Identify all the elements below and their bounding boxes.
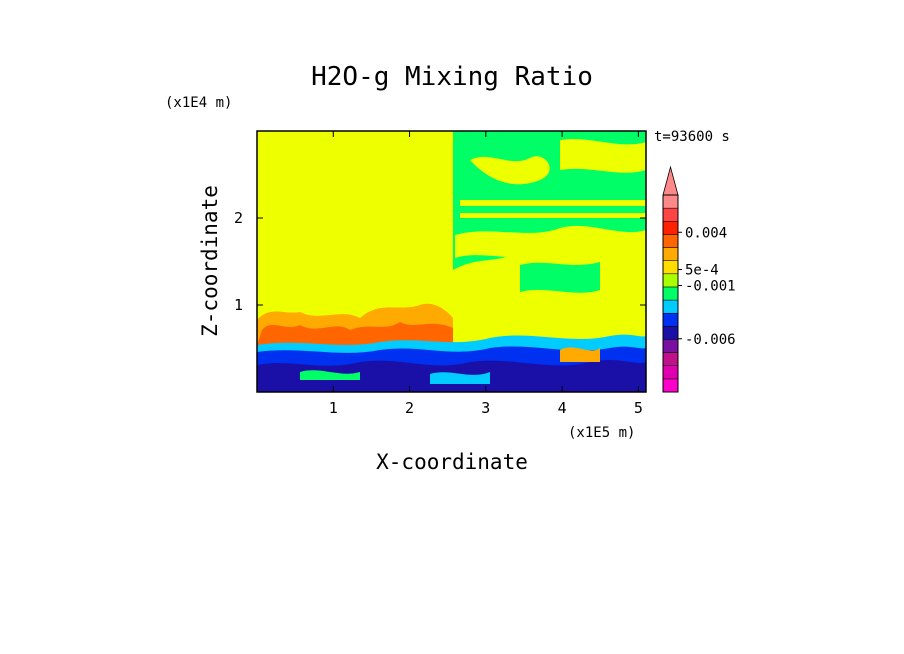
x-tick-label: 1 xyxy=(329,399,338,417)
colorbar-frame xyxy=(662,194,679,393)
colorbar-swatch xyxy=(662,339,679,353)
chart-title: H2O-g Mixing Ratio xyxy=(311,62,593,92)
colorbar-swatch xyxy=(662,247,679,261)
colorbar-swatch xyxy=(662,352,679,366)
colorbar-swatch xyxy=(662,378,679,393)
x-axis-label: X-coordinate xyxy=(376,450,528,474)
time-label: t=93600 s xyxy=(654,129,730,145)
colorbar-swatch xyxy=(662,221,679,235)
colorbar-swatch xyxy=(662,299,679,314)
colorbar-swatch xyxy=(662,273,679,288)
colorbar-swatch xyxy=(662,207,679,222)
colorbar-swatch xyxy=(662,365,679,380)
colorbar-swatch xyxy=(662,260,679,275)
colorbar-tick-label: 5e-4 xyxy=(685,263,719,279)
colorbar-swatch xyxy=(662,312,679,327)
x-unit-label: (x1E5 m) xyxy=(568,425,635,441)
x-tick-label: 2 xyxy=(405,399,414,417)
x-tick-label: 4 xyxy=(558,399,567,417)
y-unit-label: (x1E4 m) xyxy=(165,95,232,111)
y-tick-label: 1 xyxy=(234,296,243,314)
colorbar-tick-label: -0.001 xyxy=(685,279,736,295)
field-heatmap xyxy=(257,131,646,392)
colorbar-swatch xyxy=(662,286,679,301)
colorbar-tick-label: 0.004 xyxy=(685,225,727,241)
colorbar-swatch xyxy=(662,194,679,209)
y-tick-label: 2 xyxy=(234,209,243,227)
colorbar-swatch xyxy=(662,326,679,340)
x-tick-label: 5 xyxy=(634,399,643,417)
colorbar-tick-label: -0.006 xyxy=(685,332,736,348)
x-axis-ticks: 1 2 3 4 5 xyxy=(329,131,643,417)
y-axis-label: Z-coordinate xyxy=(198,185,222,337)
colorbar-extend-arrow xyxy=(662,165,679,196)
plot-frame xyxy=(256,130,647,393)
x-tick-label: 3 xyxy=(481,399,490,417)
colorbar-swatch xyxy=(662,234,679,248)
y-axis-ticks: 12 xyxy=(234,209,646,314)
